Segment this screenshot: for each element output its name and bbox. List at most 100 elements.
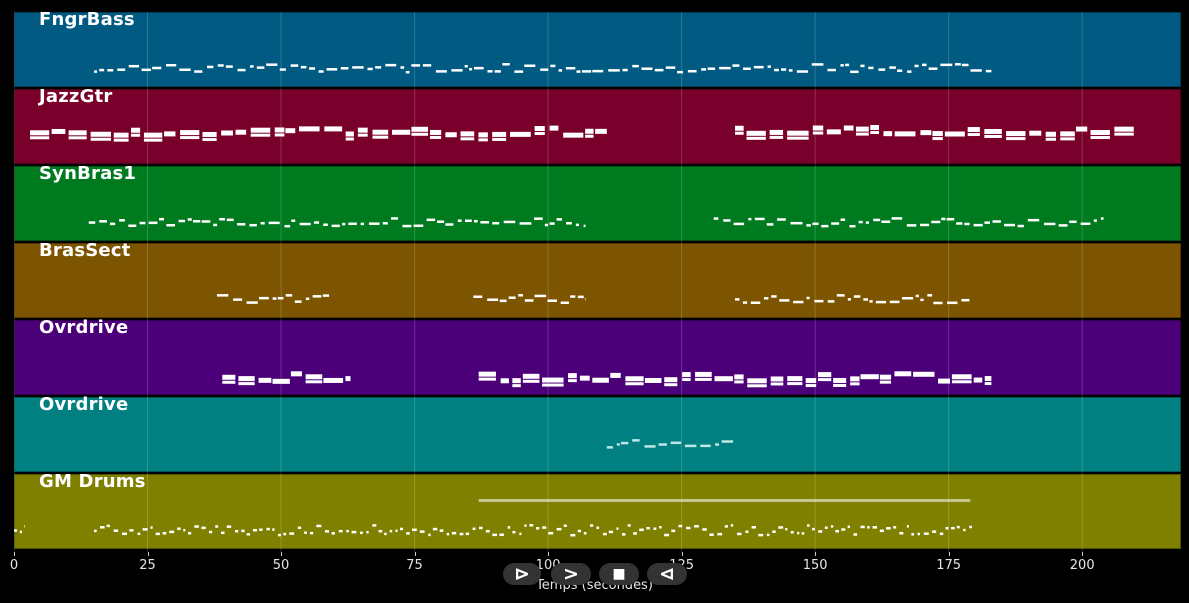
- note-block: [836, 294, 845, 297]
- note-block: [565, 66, 576, 70]
- note-block: [400, 66, 405, 69]
- note-block: [366, 530, 369, 534]
- note-block: [847, 525, 850, 529]
- note-block: [735, 125, 744, 131]
- note-block: [961, 298, 970, 302]
- note-block: [372, 129, 389, 135]
- note-block: [544, 223, 549, 227]
- note-block: [787, 130, 809, 136]
- x-tick-label: 0: [9, 558, 19, 573]
- note-block: [883, 131, 893, 137]
- note-block: [389, 529, 393, 533]
- note-block: [460, 137, 475, 141]
- track-lane: GM Drums: [14, 471, 1181, 549]
- note-block: [345, 137, 354, 141]
- note-block: [970, 69, 982, 72]
- note-block: [869, 300, 873, 303]
- note-block: [863, 298, 868, 301]
- note-block: [14, 529, 17, 532]
- note-block: [747, 378, 767, 384]
- note-block: [298, 126, 320, 132]
- note-block: [178, 219, 186, 223]
- note-block: [818, 372, 832, 378]
- note-block: [283, 532, 287, 536]
- back-button[interactable]: ⊲: [647, 563, 687, 585]
- note-block: [246, 533, 250, 536]
- note-block: [512, 530, 516, 534]
- note-block: [579, 375, 590, 381]
- note-block: [870, 131, 880, 135]
- note-block: [984, 134, 1002, 138]
- note-block: [779, 299, 790, 302]
- note-block: [221, 531, 225, 535]
- note-block: [238, 382, 255, 386]
- note-block: [51, 128, 66, 134]
- note-block: [847, 298, 851, 301]
- note-block: [1006, 137, 1026, 141]
- note-block: [94, 70, 98, 73]
- note-block: [1045, 131, 1056, 137]
- note-block: [411, 64, 421, 67]
- x-tick-label: 200: [1069, 558, 1095, 573]
- note-block: [633, 532, 638, 535]
- note-block: [238, 376, 255, 382]
- note-block: [684, 444, 697, 448]
- note-block: [141, 68, 151, 72]
- note-block: [508, 296, 516, 299]
- note-block: [502, 63, 510, 66]
- note-block: [324, 530, 329, 533]
- note-block: [88, 221, 96, 224]
- note-block: [24, 525, 25, 528]
- note-block: [446, 532, 450, 536]
- note-block: [701, 68, 707, 71]
- note-block: [608, 69, 620, 72]
- track-name: FngrBass: [39, 9, 135, 30]
- x-tick-label: 75: [406, 558, 423, 573]
- note-block: [932, 530, 937, 533]
- x-tick-mark: [281, 552, 283, 556]
- play-button[interactable]: ⊳: [503, 563, 541, 585]
- note-block: [735, 131, 744, 135]
- note-block: [577, 529, 582, 533]
- note-block: [872, 526, 878, 529]
- x-tick-label: 150: [802, 558, 828, 573]
- note-block: [524, 299, 534, 302]
- note-block: [1060, 131, 1075, 137]
- forward-button[interactable]: >: [551, 563, 591, 585]
- note-block: [547, 299, 557, 302]
- note-block: [194, 70, 203, 73]
- note-block: [801, 532, 805, 535]
- note-block: [1114, 126, 1134, 132]
- note-block: [1006, 131, 1026, 137]
- note-block: [954, 63, 961, 66]
- note-block: [570, 533, 576, 537]
- note-block: [1029, 130, 1042, 136]
- note-block: [563, 524, 567, 527]
- track-lane: Ovrdrive: [14, 394, 1181, 472]
- note-block: [318, 70, 324, 73]
- note-block: [606, 446, 613, 449]
- note-block: [751, 526, 757, 529]
- note-block: [550, 64, 556, 68]
- note-block: [766, 533, 770, 537]
- note-block: [889, 66, 896, 69]
- note-block: [345, 131, 354, 137]
- note-block: [793, 300, 804, 304]
- note-block: [524, 524, 527, 527]
- stop-button[interactable]: ■: [599, 563, 639, 585]
- note-block: [478, 371, 496, 377]
- note-block: [797, 531, 800, 535]
- note-block: [778, 526, 784, 529]
- note-block: [732, 64, 740, 67]
- note-block: [313, 221, 320, 224]
- note-block: [99, 68, 105, 72]
- note-block: [128, 224, 137, 228]
- note-block: [478, 377, 496, 381]
- note-block: [137, 532, 141, 536]
- note-block: [384, 532, 387, 536]
- note-block: [164, 131, 176, 137]
- note-block: [686, 526, 691, 530]
- note-block: [932, 131, 943, 137]
- note-block: [30, 136, 50, 140]
- note-block: [787, 136, 809, 140]
